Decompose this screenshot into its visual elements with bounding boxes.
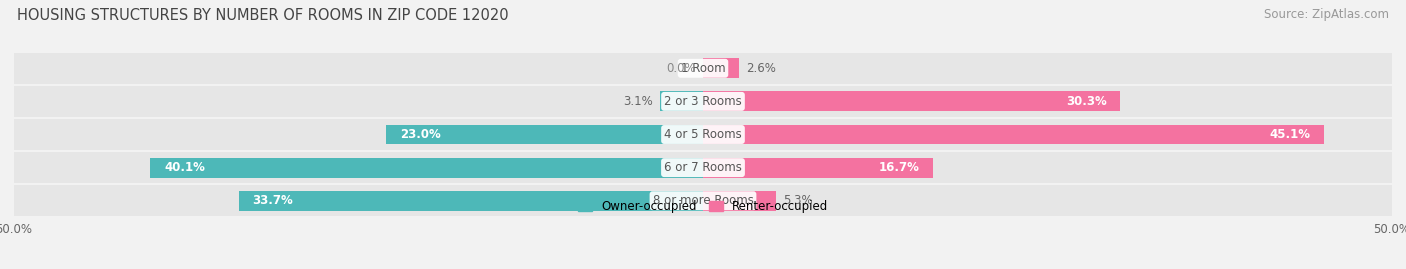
Bar: [703, 58, 738, 78]
Text: 1 Room: 1 Room: [681, 62, 725, 75]
Text: 45.1%: 45.1%: [1270, 128, 1310, 141]
Text: 5.3%: 5.3%: [783, 194, 813, 207]
Text: 33.7%: 33.7%: [253, 194, 294, 207]
Bar: [387, 125, 703, 144]
Bar: [703, 91, 1121, 111]
Bar: [150, 158, 703, 178]
Text: HOUSING STRUCTURES BY NUMBER OF ROOMS IN ZIP CODE 12020: HOUSING STRUCTURES BY NUMBER OF ROOMS IN…: [17, 8, 509, 23]
Bar: [703, 158, 934, 178]
Text: 3.1%: 3.1%: [624, 95, 654, 108]
Text: 40.1%: 40.1%: [165, 161, 205, 174]
Bar: [703, 191, 776, 211]
Text: 2.6%: 2.6%: [745, 62, 776, 75]
Bar: [14, 185, 1392, 217]
Text: 6 or 7 Rooms: 6 or 7 Rooms: [664, 161, 742, 174]
Text: 0.0%: 0.0%: [666, 62, 696, 75]
Text: Source: ZipAtlas.com: Source: ZipAtlas.com: [1264, 8, 1389, 21]
Text: 2 or 3 Rooms: 2 or 3 Rooms: [664, 95, 742, 108]
Bar: [14, 152, 1392, 183]
Bar: [14, 86, 1392, 117]
Text: 16.7%: 16.7%: [879, 161, 920, 174]
Bar: [239, 191, 703, 211]
Bar: [703, 125, 1324, 144]
Bar: [14, 52, 1392, 84]
Text: 4 or 5 Rooms: 4 or 5 Rooms: [664, 128, 742, 141]
Legend: Owner-occupied, Renter-occupied: Owner-occupied, Renter-occupied: [572, 196, 834, 218]
Text: 30.3%: 30.3%: [1066, 95, 1107, 108]
Bar: [661, 91, 703, 111]
Bar: [14, 119, 1392, 150]
Text: 8 or more Rooms: 8 or more Rooms: [652, 194, 754, 207]
Text: 23.0%: 23.0%: [399, 128, 440, 141]
